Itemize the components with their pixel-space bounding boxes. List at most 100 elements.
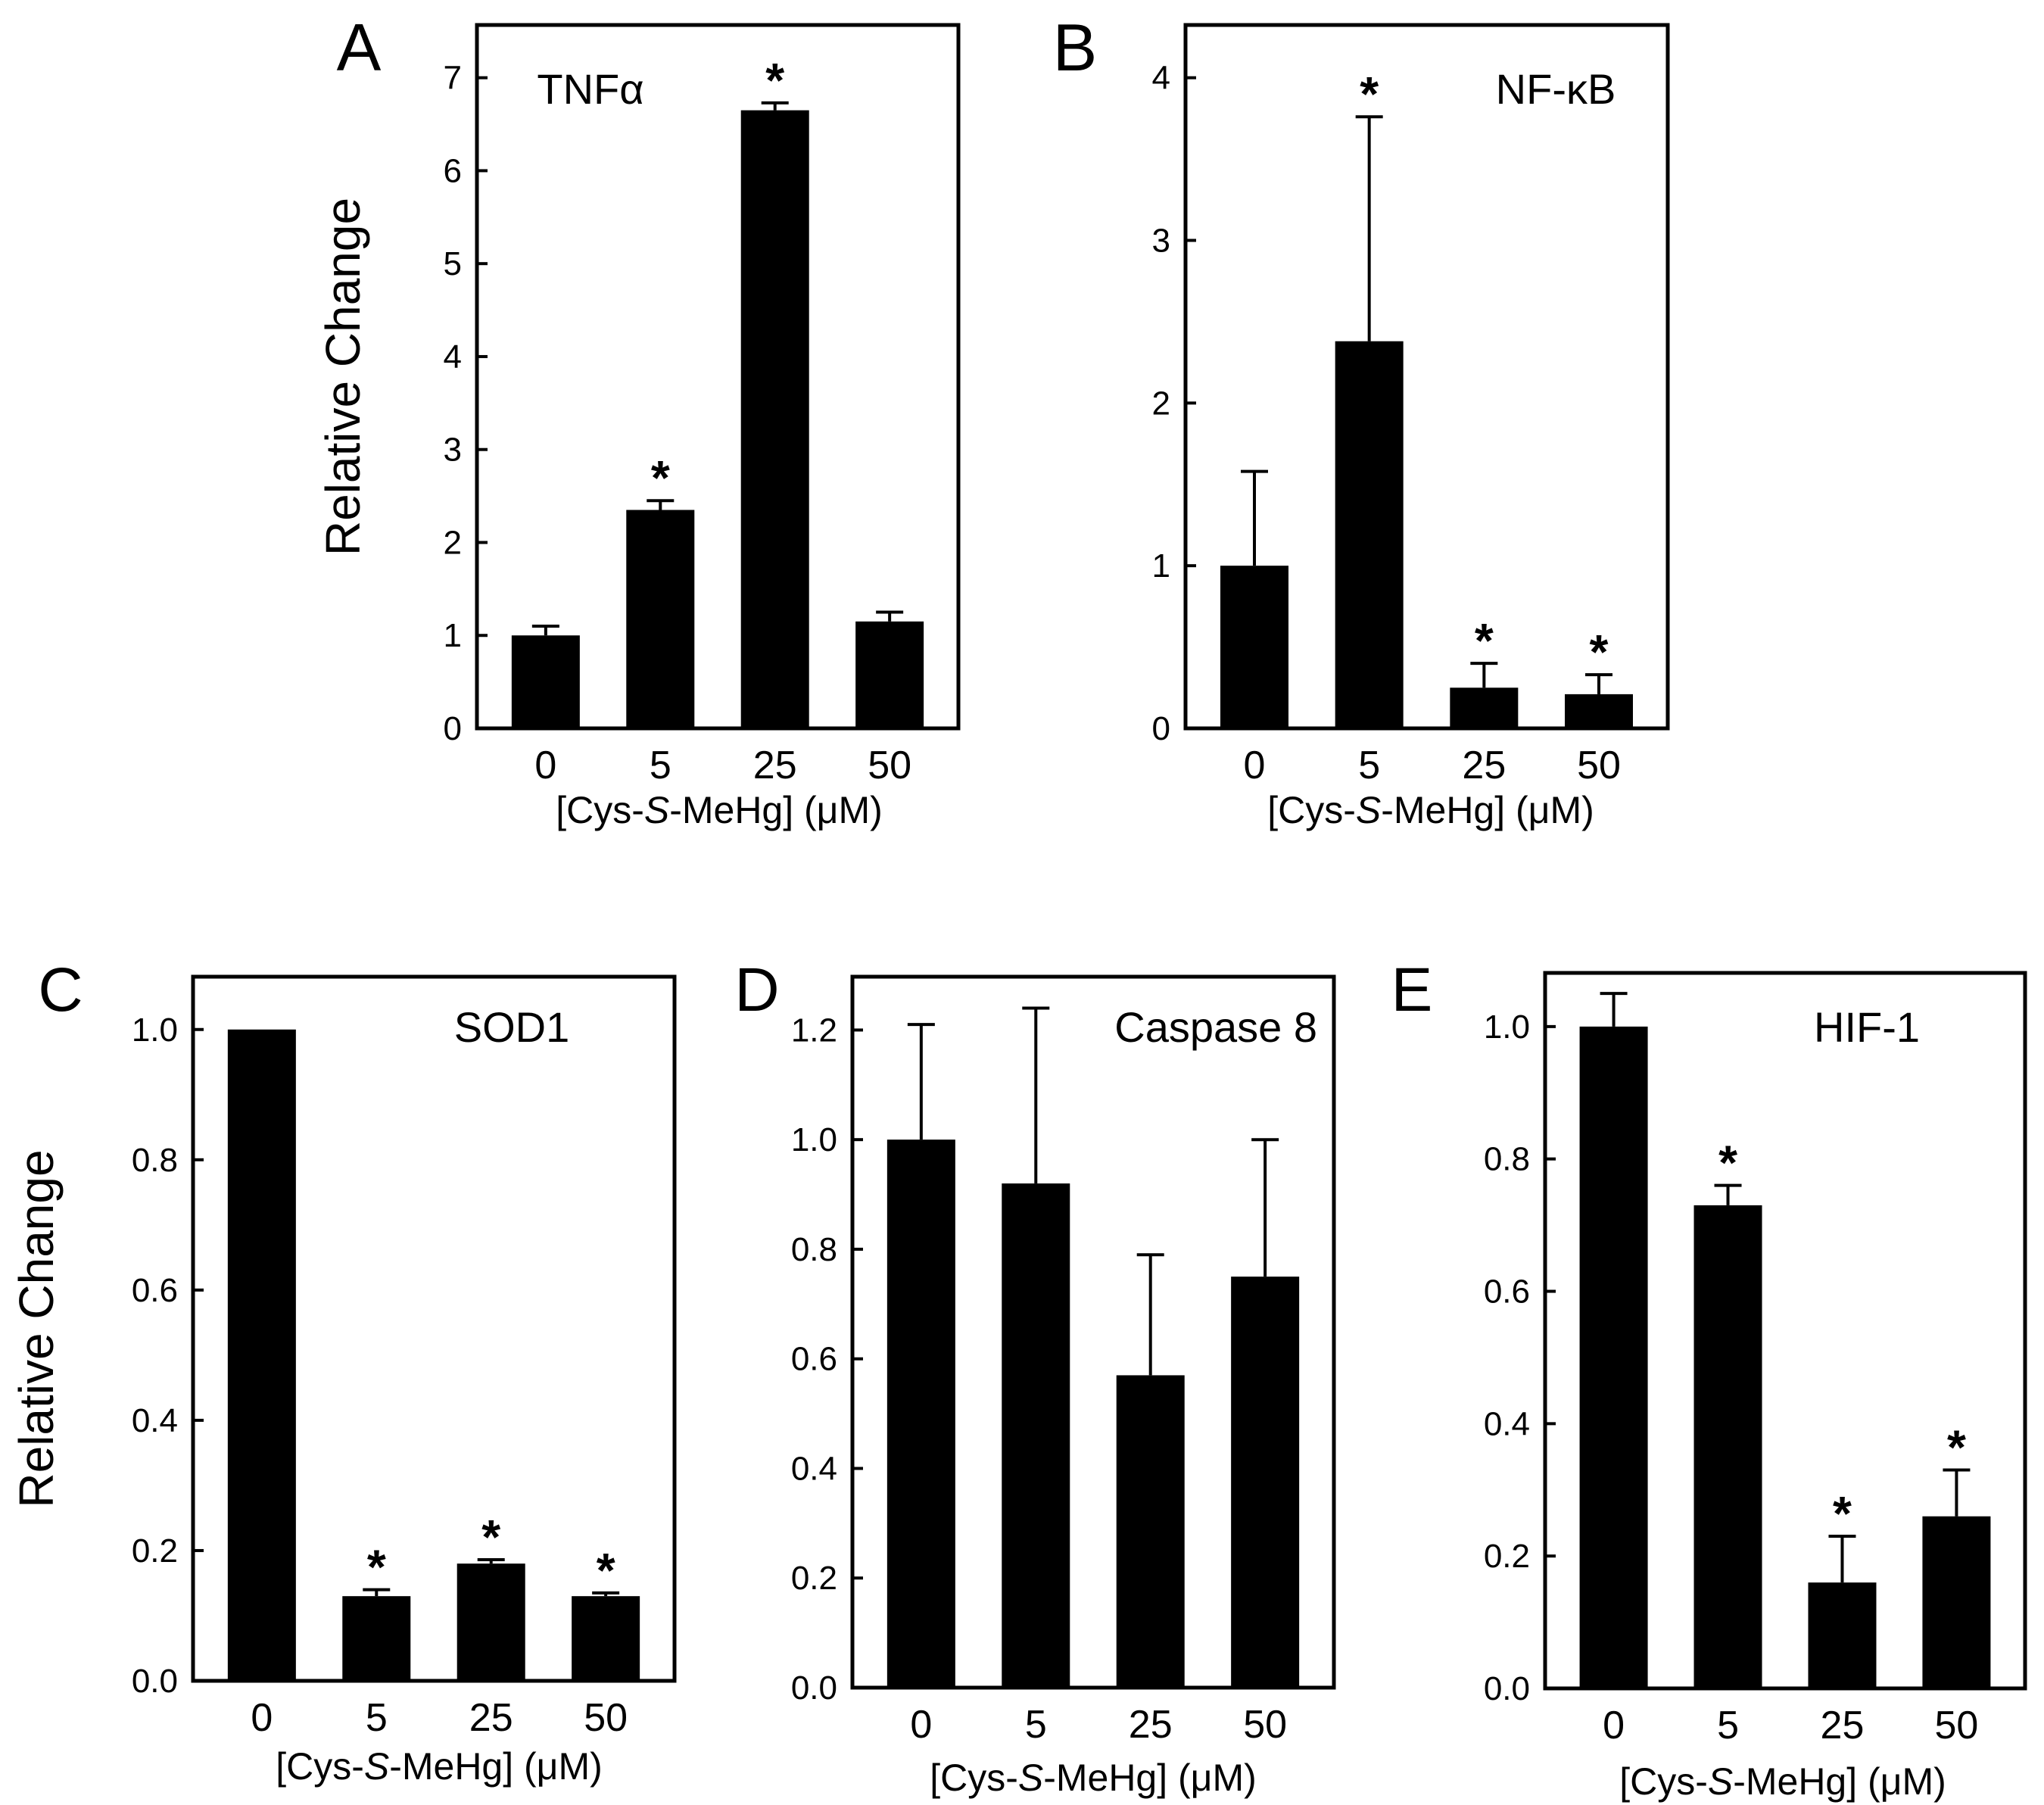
significance-asterisk: * <box>597 1543 615 1598</box>
y-tick-label: 2 <box>1152 385 1170 422</box>
bar <box>1579 1026 1648 1688</box>
panel-letter: D <box>734 955 779 1024</box>
significance-asterisk: * <box>765 53 784 108</box>
bar <box>1002 1183 1070 1688</box>
bar <box>1116 1375 1185 1688</box>
inset-label: SOD1 <box>454 1003 570 1051</box>
x-tick-label: 50 <box>1577 744 1621 787</box>
x-tick-label: 0 <box>1603 1704 1625 1747</box>
x-tick-label: 25 <box>753 744 797 787</box>
y-tick-label: 0 <box>1152 710 1170 747</box>
x-tick-label: 50 <box>584 1696 628 1740</box>
y-tick-label: 0.0 <box>132 1663 178 1700</box>
panel-letter: E <box>1391 955 1433 1024</box>
y-tick-label: 0.8 <box>1484 1141 1530 1178</box>
y-axis-label: Relative Change <box>316 198 370 556</box>
y-tick-label: 0.4 <box>791 1450 837 1487</box>
bar <box>740 110 809 729</box>
x-tick-label: 25 <box>469 1696 513 1740</box>
x-tick-label: 25 <box>1821 1704 1865 1747</box>
significance-asterisk: * <box>1590 625 1609 679</box>
panel-c: 0.0 0.2 0.4 0.6 0.8 1.0 0 * 5 * 25 * 50 [Cys-S-MeHg] … <box>9 955 677 1788</box>
bar <box>342 1596 411 1681</box>
x-tick-label: 5 <box>1025 1703 1047 1747</box>
x-tick-label: 0 <box>534 744 556 787</box>
x-axis-label: [Cys-S-MeHg] (μM) <box>1267 789 1594 831</box>
x-tick-label: 50 <box>868 744 911 787</box>
y-tick-label: 1 <box>1152 547 1170 585</box>
y-tick-label: 1.2 <box>791 1012 837 1049</box>
y-tick-label: 4 <box>1152 60 1170 97</box>
significance-asterisk: * <box>481 1510 500 1564</box>
x-tick-label: 5 <box>1358 744 1380 787</box>
bar <box>1335 341 1404 728</box>
y-tick-label: 0.8 <box>791 1231 837 1268</box>
significance-asterisk: * <box>1360 67 1379 121</box>
bar <box>572 1596 640 1681</box>
y-tick-label: 1.0 <box>1484 1008 1530 1046</box>
bar <box>855 621 924 728</box>
x-tick-label: 5 <box>1717 1704 1739 1747</box>
panel-d: 0.0 0.2 0.4 0.6 0.8 1.0 1.2 0 5 25 50 [Cys-S-MeHg] … <box>734 955 1336 1799</box>
y-tick-label: 0.0 <box>791 1669 837 1707</box>
bar <box>1693 1205 1762 1688</box>
y-tick-label: 0.4 <box>132 1402 178 1439</box>
plot-frame <box>1183 23 1670 731</box>
x-tick-label: 50 <box>1243 1703 1287 1747</box>
bar <box>511 635 580 728</box>
plot-frame <box>191 974 677 1683</box>
y-tick-label: 2 <box>444 524 462 561</box>
bar <box>227 1029 296 1681</box>
y-tick-label: 1.0 <box>132 1012 178 1049</box>
plot-frame <box>1543 971 2027 1691</box>
x-tick-label: 5 <box>366 1696 388 1740</box>
y-tick-label: 4 <box>444 338 462 376</box>
x-axis-label: [Cys-S-MeHg] (μM) <box>1619 1760 1946 1803</box>
y-tick-label: 0.6 <box>791 1341 837 1378</box>
bar <box>626 510 695 728</box>
x-tick-label: 0 <box>251 1696 273 1740</box>
bar <box>1220 566 1288 728</box>
significance-asterisk: * <box>1475 613 1494 668</box>
panel-letter: B <box>1053 10 1098 85</box>
bar <box>1450 687 1519 728</box>
significance-asterisk: * <box>1947 1420 1966 1475</box>
y-tick-label: 7 <box>444 60 462 97</box>
plot-frame <box>850 974 1336 1690</box>
x-tick-label: 5 <box>650 744 671 787</box>
x-tick-label: 0 <box>1244 744 1266 787</box>
bar <box>1231 1277 1300 1688</box>
bar <box>1922 1516 1991 1688</box>
x-tick-label: 25 <box>1462 744 1506 787</box>
panel-a: 0 1 2 3 4 5 6 7 0 * 5 * 25 50[Cys-S-MeHg] (μM) Relativ… <box>316 10 961 831</box>
bar <box>456 1563 525 1681</box>
y-tick-label: 1 <box>444 617 462 654</box>
y-tick-label: 0.0 <box>1484 1670 1530 1707</box>
panel-letter: A <box>337 10 382 85</box>
y-tick-label: 0.6 <box>1484 1273 1530 1311</box>
y-tick-label: 0.2 <box>791 1560 837 1597</box>
panel-b: 0 1 2 3 4 0 * 5 * 25 * 50[Cys-S-MeHg] (μM) B NF-κB <box>1053 10 1670 831</box>
y-tick-label: 0.2 <box>132 1532 178 1570</box>
significance-asterisk: * <box>1833 1486 1852 1541</box>
significance-asterisk: * <box>367 1540 386 1595</box>
y-tick-label: 0 <box>444 710 462 747</box>
y-tick-label: 0.6 <box>132 1272 178 1309</box>
y-tick-label: 1.0 <box>791 1121 837 1158</box>
x-axis-label: [Cys-S-MeHg] (μM) <box>930 1757 1257 1799</box>
panel-e: 0.0 0.2 0.4 0.6 0.8 1.0 0 * 5 * 25 * 50 [Cys-S-MeHg] … <box>1391 955 2027 1803</box>
panel-letter: C <box>38 955 83 1024</box>
y-tick-label: 3 <box>1152 223 1170 260</box>
significance-asterisk: * <box>651 450 670 505</box>
inset-label: Caspase 8 <box>1114 1003 1317 1051</box>
y-tick-label: 0.4 <box>1484 1405 1530 1442</box>
y-tick-label: 0.2 <box>1484 1538 1530 1575</box>
x-axis-label: [Cys-S-MeHg] (μM) <box>276 1745 603 1788</box>
x-tick-label: 0 <box>910 1703 932 1747</box>
y-tick-label: 3 <box>444 432 462 469</box>
y-tick-label: 5 <box>444 245 462 282</box>
x-tick-label: 25 <box>1129 1703 1173 1747</box>
inset-label: HIF-1 <box>1814 1003 1920 1051</box>
y-axis-label: Relative Change <box>9 1149 64 1507</box>
